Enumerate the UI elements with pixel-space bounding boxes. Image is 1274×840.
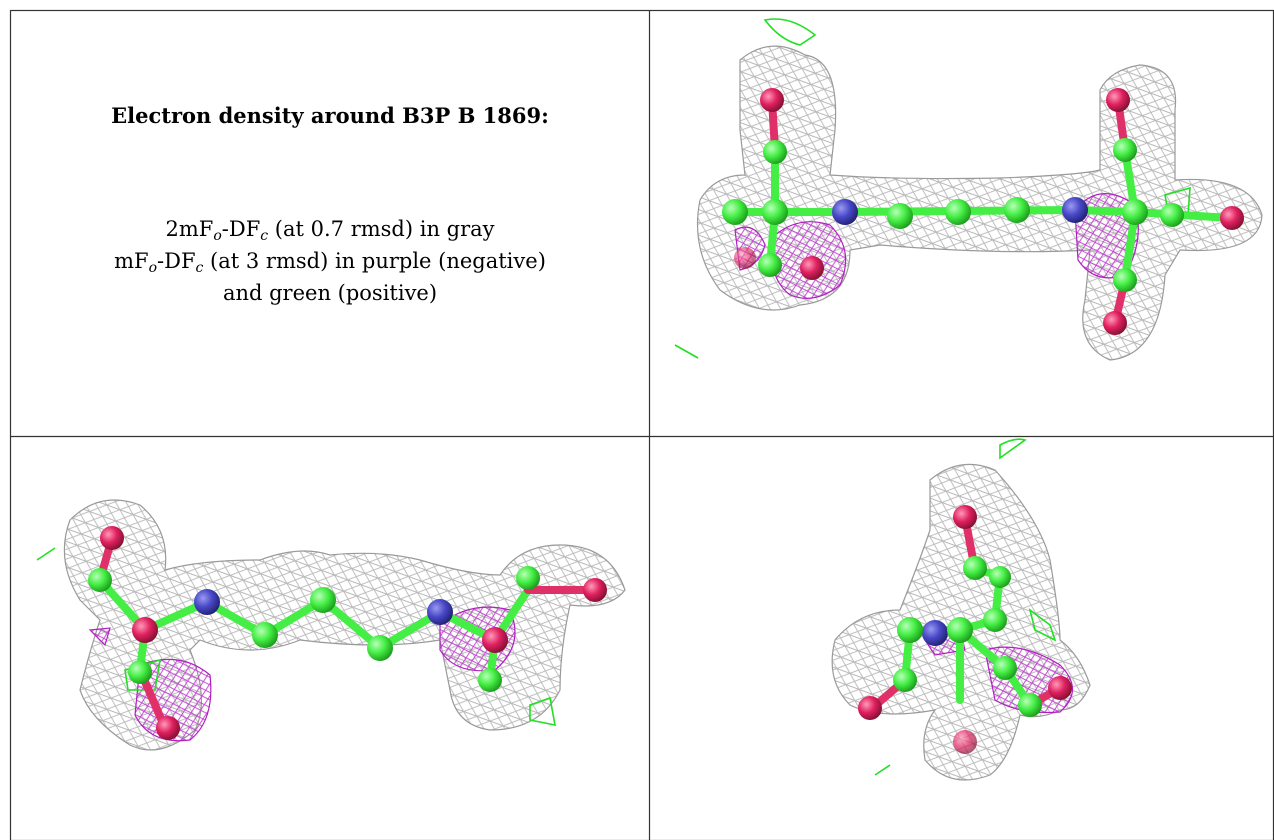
caption-title: Electron density around B3P B 1869: [11,103,649,128]
density-view-2 [37,500,625,750]
legend-line: mFo-DFc (at 3 rmsd) in purple (negative) [11,245,649,277]
caption-cell: Electron density around B3P B 1869: 2mFo… [11,11,649,436]
legend-line: 2mFo-DFc (at 0.7 rmsd) in gray [11,213,649,245]
legend-text: -DF [222,217,261,241]
legend-text: 2mF [165,217,213,241]
legend-text: -DF [157,249,196,273]
legend-text: (at 3 rmsd) in purple (negative) [203,249,546,273]
density-view-1 [675,19,1262,360]
legend-text: and green (positive) [223,281,437,305]
subscript: o [213,228,221,244]
subscript: o [149,260,157,276]
subscript: c [260,228,268,244]
legend-text: (at 0.7 rmsd) in gray [268,217,494,241]
legend-text: mF [114,249,148,273]
page: {"header": {"title": "Electron density a… [0,0,1274,840]
page-body: Electron density around B3P B 1869: 2mFo… [0,0,1274,840]
legend-line: and green (positive) [11,277,649,309]
density-view-3 [832,439,1090,780]
